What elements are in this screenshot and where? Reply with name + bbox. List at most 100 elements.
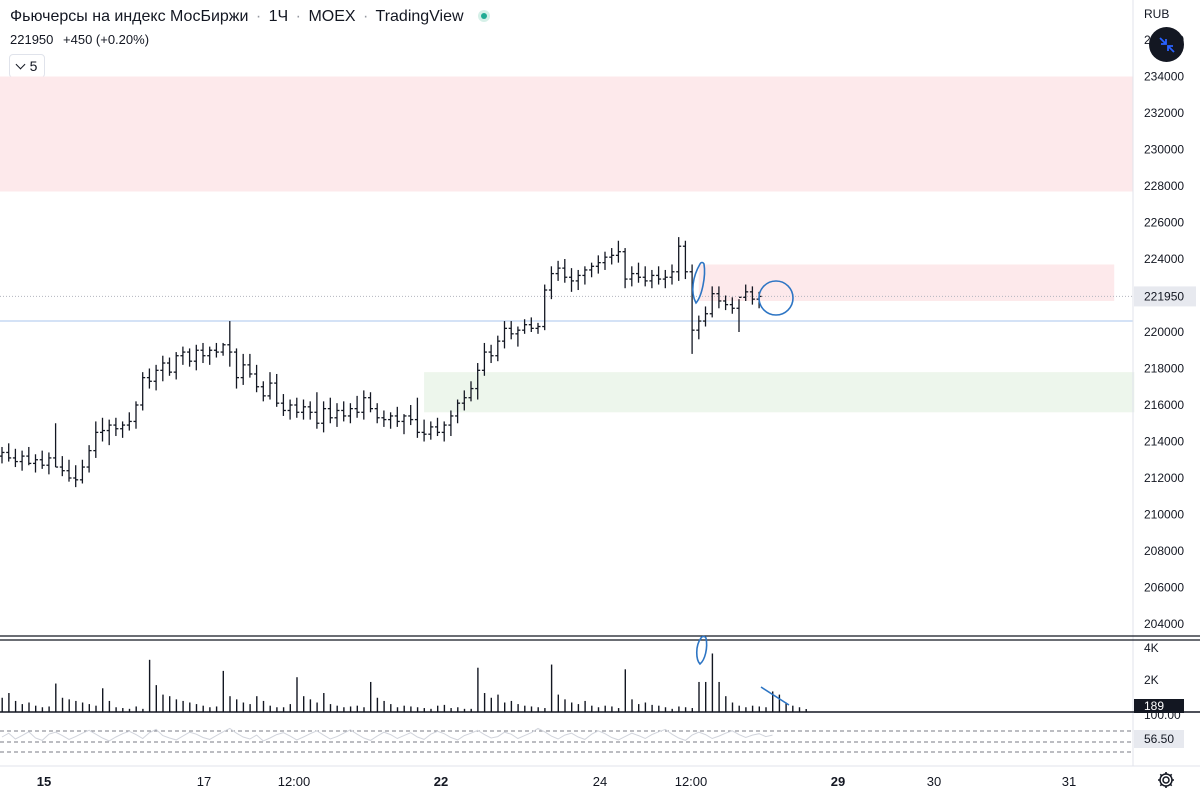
ohlc-bar [542,284,548,331]
volume-bar [778,694,781,712]
ohlc-bar [629,266,635,287]
volume-bar [577,704,580,712]
volume-bar [148,659,151,712]
demand-zone [424,372,1135,413]
volume-bar [457,707,459,712]
volume-bar [443,704,446,712]
ohlc-bar [508,321,514,340]
ohlc-bar [167,357,172,376]
price-line: 221950 +450 (+0.20%) [10,32,155,47]
volume-bar [61,697,64,712]
price-tick-label: 212000 [1144,471,1184,485]
ohlc-bar [749,286,755,305]
ohlc-bar [207,346,213,365]
volume-bar [349,706,352,712]
ohlc-bar [575,269,581,291]
volume-bar [75,700,77,712]
ohlc-bar [33,454,38,473]
volume-bar [135,706,137,712]
price-tick-label: 230000 [1144,143,1184,157]
volume-bar [664,707,667,712]
volume-bar [684,707,687,712]
ohlc-bar [86,445,92,473]
ohlc-bar [39,450,45,469]
volume-bar [544,708,546,712]
ohlc-bar [234,348,239,389]
volume-bar [55,683,57,712]
volume-bar [102,688,104,712]
ohlc-bar [381,410,387,427]
volume-bar [611,706,613,712]
volume-bar [383,700,385,712]
volume-bar [483,693,486,712]
ohlc-bar [716,286,722,309]
price-tick-label: 216000 [1144,398,1184,412]
ohlc-bar [569,268,574,292]
ohlc-bar [334,403,340,427]
ohlc-bar [615,240,621,263]
indicators-count: 5 [29,58,38,74]
volume-bar [530,706,533,712]
volume-bar [698,681,700,712]
ohlc-bar [662,269,668,289]
volume-bar [524,705,526,712]
volume-bar [571,702,573,712]
volume-bar [390,704,392,712]
ohlc-bar [448,410,454,437]
volume-bar [437,705,439,712]
ohlc-bar [709,286,715,318]
ohlc-bar [260,381,266,402]
volume-bar [557,694,559,712]
volume-bar [597,707,600,712]
ohlc-bar [736,296,742,332]
volume-bar [550,664,553,712]
volume-bar [651,704,653,712]
price-tick-label: 226000 [1144,216,1184,230]
last-price-tag [1134,286,1196,307]
chart-frame [0,0,1200,767]
volume-bar [108,700,111,712]
volume-bar [591,705,593,712]
volume-bar [215,706,218,712]
ohlc-bar [388,412,394,429]
ohlc-bar [53,423,59,468]
gear-icon[interactable] [1156,770,1176,790]
indicators-toggle-button[interactable]: 5 [9,54,45,78]
time-tick-label: 17 [197,774,211,789]
volume-bar [624,669,626,712]
collapse-button[interactable] [1149,27,1184,62]
interval-label[interactable]: 1Ч [268,8,289,25]
ohlc-bar [347,403,353,424]
ohlc-bar [401,414,407,435]
volume-bar [430,708,432,712]
volume-bar [751,705,754,712]
ohlc-bar [468,381,474,402]
ohlc-bar [59,456,65,477]
volume-bar [189,702,191,712]
ohlc-bar [475,363,481,400]
volume-bar [28,702,30,712]
ohlc-bar [528,317,534,332]
volume-bar [175,699,178,712]
ohlc-bar [368,392,373,413]
volume-bar [256,696,258,712]
ohlc-bar [555,260,561,281]
volume-bar [416,707,419,712]
volume-bar [631,699,633,712]
volume-bar [309,699,312,712]
ohlc-bar [602,251,608,270]
horizontal-lines-layer [0,295,1133,322]
volume-bar [497,694,499,712]
volume-bar [48,706,50,712]
volume-bar [122,708,124,712]
time-tick-label: 12:00 [675,774,708,789]
volume-bar [463,708,466,712]
ohlc-bar [589,262,595,278]
volume-bar [289,704,291,712]
symbol-title[interactable]: Фьючерсы на индекс МосБиржи [10,8,249,25]
ohlc-bar [622,248,628,289]
volume-bar [329,704,332,712]
currency-label[interactable]: RUB [1144,7,1170,21]
ohlc-bar [435,417,440,437]
